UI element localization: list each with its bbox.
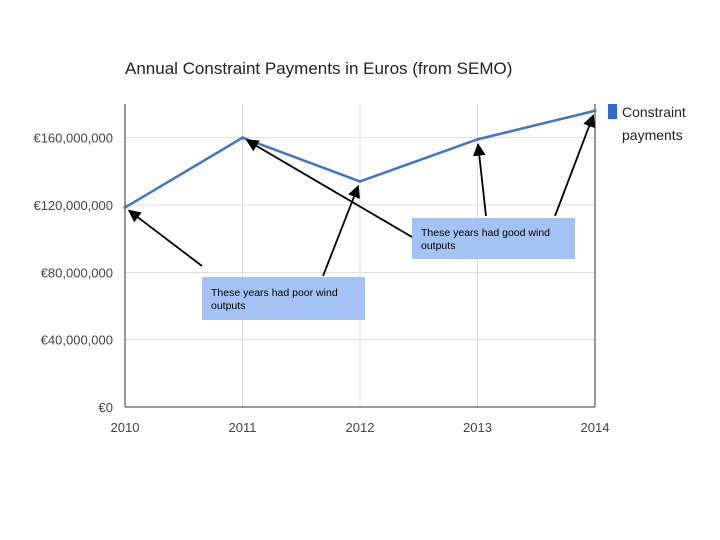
y-tick-label: €40,000,000 — [41, 333, 113, 348]
annotation-poor-line2: outputs — [211, 300, 245, 312]
legend-swatch — [608, 104, 617, 119]
chart-title: Annual Constraint Payments in Euros (fro… — [125, 59, 512, 78]
legend-label-line2: payments — [622, 127, 683, 143]
x-tick-label: 2014 — [581, 420, 610, 435]
y-tick-label: €120,000,000 — [33, 198, 113, 213]
x-tick-label: 2012 — [346, 420, 375, 435]
annotation-arrow — [554, 114, 596, 217]
y-tick-labels: €0 €40,000,000 €80,000,000 €120,000,000 €160… — [33, 131, 113, 415]
x-tick-labels: 2010 2011 2012 2013 2014 — [111, 420, 610, 435]
annotation-good-wind: These years had good wind outputs — [412, 218, 575, 259]
y-tick-label: €80,000,000 — [41, 265, 113, 280]
legend: Constraint payments — [608, 104, 686, 143]
annotation-good-line1: These years had good wind — [421, 227, 550, 239]
series-point — [593, 109, 597, 113]
x-tick-label: 2011 — [229, 420, 257, 435]
annotation-arrow — [127, 209, 203, 267]
annotation-arrows — [127, 114, 596, 277]
annotation-poor-wind: These years had poor wind outputs — [202, 277, 365, 320]
y-tick-label: €0 — [99, 400, 113, 415]
annotation-box-good — [412, 218, 575, 259]
annotation-box-poor — [202, 277, 365, 320]
series — [123, 109, 597, 210]
annotation-arrow — [322, 184, 360, 277]
x-tick-label: 2010 — [111, 420, 140, 435]
x-tick-label: 2013 — [463, 420, 492, 435]
series-point — [358, 179, 362, 183]
y-tick-label: €160,000,000 — [33, 131, 113, 146]
series-point — [476, 137, 479, 141]
series-point — [241, 136, 244, 140]
annotation-arrow — [473, 143, 487, 217]
legend-label-line1: Constraint — [622, 104, 686, 120]
annotation-arrow — [245, 139, 413, 238]
axes — [124, 104, 596, 408]
annotation-good-line2: outputs — [421, 240, 455, 252]
series-point — [123, 206, 127, 210]
annotation-poor-line1: These years had poor wind — [211, 287, 338, 299]
